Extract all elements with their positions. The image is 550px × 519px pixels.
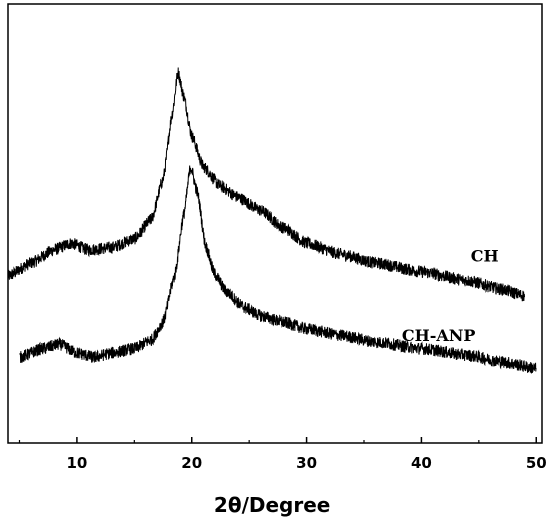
series-line-ch [7, 67, 526, 302]
x-tick-label-40: 40 [411, 454, 432, 472]
series-label-ch: CH [471, 247, 499, 266]
x-tick-label-20: 20 [181, 454, 202, 472]
x-tick-label-30: 30 [296, 454, 317, 472]
series-line-ch-anp [19, 165, 537, 374]
x-axis-tick-labels: 10 20 30 40 50 [66, 454, 546, 472]
series-label-ch-anp: CH-ANP [402, 326, 476, 345]
x-axis-ticks [18, 437, 538, 443]
x-axis-label: 2θ/Degree [214, 493, 330, 517]
x-tick-label-50: 50 [526, 454, 547, 472]
plot-frame [7, 3, 543, 444]
x-tick-label-10: 10 [66, 454, 87, 472]
